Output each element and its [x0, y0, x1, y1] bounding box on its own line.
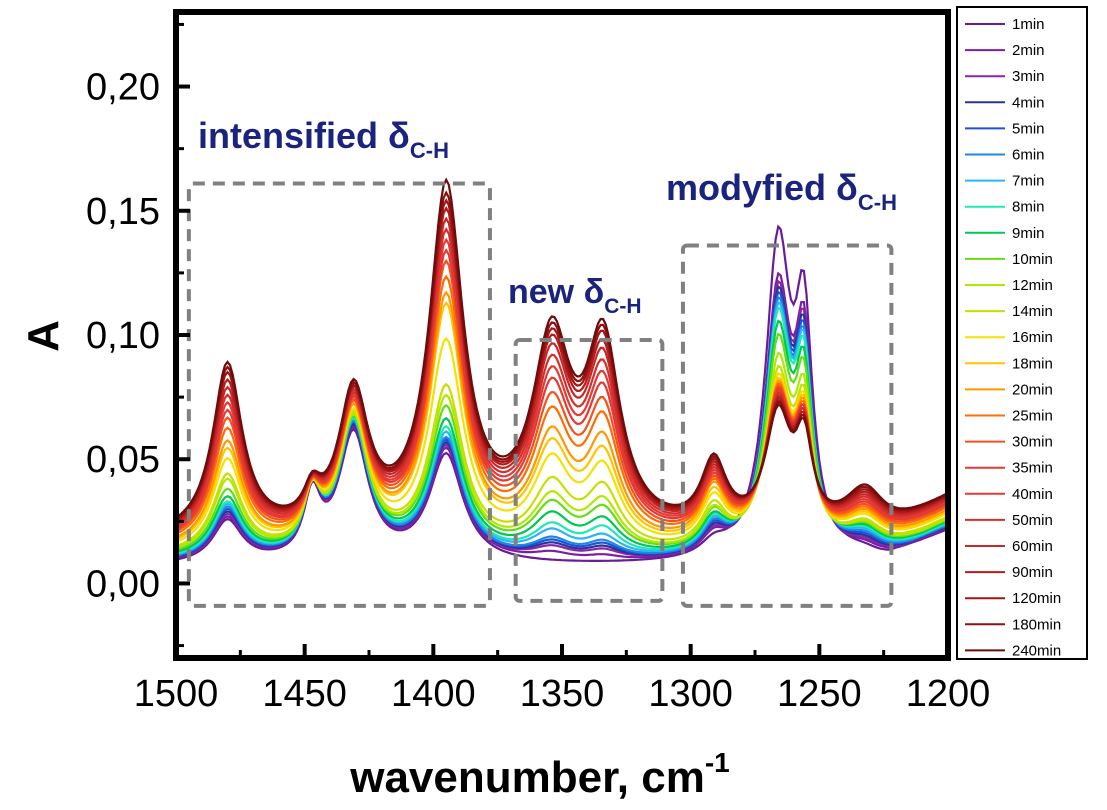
- legend-label: 20min: [1012, 381, 1053, 398]
- legend-label: 12min: [1012, 277, 1053, 294]
- annotation-box: [680, 243, 894, 608]
- x-tick-label: 1300: [648, 673, 733, 715]
- legend-label: 5min: [1012, 120, 1045, 137]
- legend-label: 30min: [1012, 434, 1053, 451]
- y-tick-label: 0,05: [86, 439, 160, 481]
- series-line-240min: [175, 177, 949, 519]
- y-tick-label: 0,20: [86, 67, 160, 109]
- legend-label: 60min: [1012, 538, 1053, 555]
- legend-label: 18min: [1012, 355, 1053, 372]
- legend-label: 25min: [1012, 408, 1053, 425]
- annotation-label: new δC-H: [508, 273, 642, 318]
- x-tick-label: 1350: [520, 673, 605, 715]
- legend-label: 8min: [1012, 199, 1045, 216]
- legend-label: 1min: [1012, 16, 1045, 33]
- annotation-label: intensified δC-H: [198, 115, 449, 163]
- annotation-box: [513, 337, 665, 603]
- x-axis-title: wavenumber, cm-1: [349, 747, 730, 802]
- legend-label: 9min: [1012, 225, 1045, 242]
- legend-label: 10min: [1012, 251, 1053, 268]
- annotation-labels: intensified δC-H new δC-H modyfied δC-H: [198, 115, 897, 318]
- x-tick-label: 1250: [777, 673, 862, 715]
- legend-label: 2min: [1012, 42, 1045, 59]
- legend-label: 180min: [1012, 616, 1061, 633]
- legend-label: 16min: [1012, 329, 1053, 346]
- y-tick-label: 0,15: [86, 191, 160, 233]
- legend-label: 6min: [1012, 147, 1045, 164]
- legend-label: 35min: [1012, 460, 1053, 477]
- annotation-boxes: [186, 181, 894, 608]
- x-axis-ticks: 1500 1450 1400 1350 1300 1250 1200: [134, 644, 991, 715]
- legend-box: [956, 6, 1088, 660]
- x-tick-label: 1450: [262, 673, 347, 715]
- x-tick-label: 1200: [906, 673, 991, 715]
- legend-label: 90min: [1012, 564, 1053, 581]
- y-tick-label: 0,00: [86, 563, 160, 605]
- legend-label: 14min: [1012, 303, 1053, 320]
- legend-label: 120min: [1012, 590, 1061, 607]
- legend-label: 50min: [1012, 512, 1053, 529]
- legend-label: 240min: [1012, 642, 1061, 659]
- annotation-label: modyfied δC-H: [666, 167, 897, 215]
- annotation-box: [186, 181, 492, 608]
- x-tick-label: 1500: [134, 673, 219, 715]
- spectra-series-group: [175, 177, 949, 562]
- y-axis-title: A: [19, 320, 68, 352]
- legend-label: 4min: [1012, 94, 1045, 111]
- legend-label: 3min: [1012, 68, 1045, 85]
- y-axis-ticks: 0,00 0,05 0,10 0,15 0,20: [86, 22, 190, 648]
- legend-label: 40min: [1012, 486, 1053, 503]
- legend: 1min 2min 3min 4min 5min 6min 7min 8min 9min 10mi…: [965, 16, 1061, 659]
- x-tick-label: 1400: [391, 673, 476, 715]
- legend-label: 7min: [1012, 173, 1045, 190]
- y-tick-label: 0,10: [86, 315, 160, 357]
